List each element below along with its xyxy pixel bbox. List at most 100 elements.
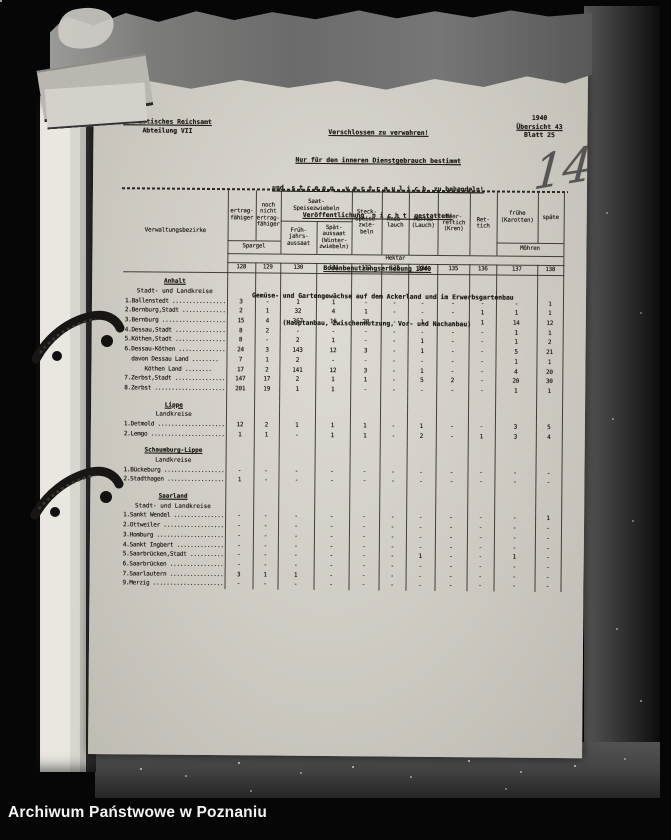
- value-cell: -: [314, 476, 350, 486]
- value-cell: -: [225, 465, 254, 476]
- value-cell: 1: [254, 354, 280, 365]
- value-cell: -: [252, 550, 278, 561]
- value-cell: 1: [314, 420, 350, 431]
- value-cell: 32: [279, 306, 316, 317]
- value-cell: -: [348, 551, 379, 562]
- value-cell: 2: [406, 431, 436, 441]
- value-cell: -: [349, 466, 380, 477]
- value-cell: -: [493, 523, 536, 534]
- value-cell: 1: [252, 569, 278, 580]
- value-cell: -: [313, 579, 349, 590]
- value-cell: -: [277, 550, 314, 561]
- section-name: Saarland: [158, 492, 188, 500]
- value-cell: -: [534, 562, 561, 573]
- col-number: 138: [537, 264, 564, 276]
- value-cell: 3: [226, 296, 256, 307]
- value-cell: -: [278, 429, 315, 440]
- value-cell: -: [468, 376, 496, 387]
- value-cell: [537, 289, 564, 300]
- value-cell: 1: [350, 307, 381, 318]
- value-cell: [467, 412, 496, 423]
- value-cell: 2: [279, 335, 316, 346]
- value-cell: [537, 279, 564, 290]
- value-cell: 15: [226, 315, 255, 326]
- value-cell: -: [252, 579, 278, 590]
- value-cell: [280, 277, 317, 288]
- value-cell: 1: [225, 475, 254, 486]
- value-cell: -: [348, 560, 379, 571]
- value-cell: -: [224, 530, 253, 541]
- value-cell: 1: [349, 430, 380, 441]
- value-cell: 3: [350, 346, 381, 357]
- value-cell: [316, 287, 352, 298]
- value-cell: -: [434, 522, 468, 533]
- agency-department: Abteilung VII: [142, 126, 193, 135]
- value-cell: 2: [279, 355, 316, 366]
- value-cell: -: [378, 532, 406, 542]
- value-cell: -: [434, 532, 467, 543]
- col-number: 134: [408, 263, 438, 275]
- value-cell: [494, 458, 536, 469]
- value-cell: [225, 446, 254, 457]
- value-cell: -: [405, 532, 435, 543]
- value-cell: -: [494, 477, 536, 488]
- col-header-saat-late: Spät- aussaat (Winter- zwiebeln): [316, 220, 352, 255]
- value-cell: [225, 410, 255, 421]
- value-cell: [535, 494, 562, 505]
- value-cell: -: [277, 531, 314, 542]
- col-number: 130: [280, 262, 317, 273]
- value-cell: [536, 403, 563, 414]
- value-cell: -: [313, 521, 350, 532]
- value-cell: 1: [315, 297, 352, 308]
- value-cell: [314, 502, 350, 513]
- value-cell: [435, 493, 468, 504]
- col-number: 137: [496, 264, 538, 275]
- value-cell: -: [314, 466, 350, 477]
- value-cell: [379, 493, 407, 504]
- value-cell: [494, 494, 536, 505]
- value-cell: -: [406, 512, 436, 523]
- value-cell: [254, 400, 280, 411]
- value-cell: 1: [253, 429, 279, 440]
- reference-block: 1940 Übersicht 43 Blatt 25: [501, 114, 577, 140]
- value-cell: 1: [536, 308, 563, 319]
- classification-line: Nur für den inneren Dienstgebrauch besti…: [295, 155, 461, 166]
- value-cell: [278, 446, 315, 457]
- value-cell: [381, 288, 409, 299]
- value-cell: [349, 447, 380, 458]
- value-cell: -: [380, 385, 408, 395]
- value-cell: 12: [315, 345, 351, 356]
- value-cell: 1: [536, 299, 564, 310]
- value-cell: 24: [226, 344, 255, 355]
- binder-cord-bottom: [30, 466, 124, 520]
- value-cell: [535, 504, 562, 515]
- value-cell: 14: [495, 318, 537, 329]
- value-cell: -: [349, 476, 380, 487]
- value-cell: -: [252, 530, 278, 541]
- value-cell: -: [436, 385, 469, 396]
- row-label: 9.Merzig .....................: [120, 578, 225, 589]
- value-cell: 12: [315, 365, 351, 376]
- col-number: 129: [255, 262, 281, 273]
- value-cell: [535, 448, 562, 459]
- value-cell: [314, 492, 350, 503]
- value-cell: [253, 456, 279, 467]
- value-cell: [406, 447, 436, 458]
- col-header-steckzwiebeln: Steck- speise- zwie- beln: [351, 191, 382, 255]
- col-number: 128: [227, 262, 256, 273]
- value-cell: -: [466, 552, 494, 563]
- value-cell: [436, 402, 469, 413]
- value-cell: -: [534, 572, 561, 583]
- value-cell: [435, 411, 469, 422]
- value-cell: -: [493, 562, 535, 573]
- value-cell: -: [254, 296, 281, 307]
- value-cell: -: [468, 366, 496, 377]
- value-cell: -: [407, 356, 437, 367]
- stacked-pages-edge: [36, 96, 96, 772]
- value-cell: -: [224, 579, 253, 590]
- section-name: Lippe: [164, 401, 183, 409]
- value-cell: [350, 401, 381, 412]
- underlying-page-corner: [44, 82, 148, 130]
- value-cell: -: [405, 522, 436, 533]
- value-cell: -: [468, 337, 496, 348]
